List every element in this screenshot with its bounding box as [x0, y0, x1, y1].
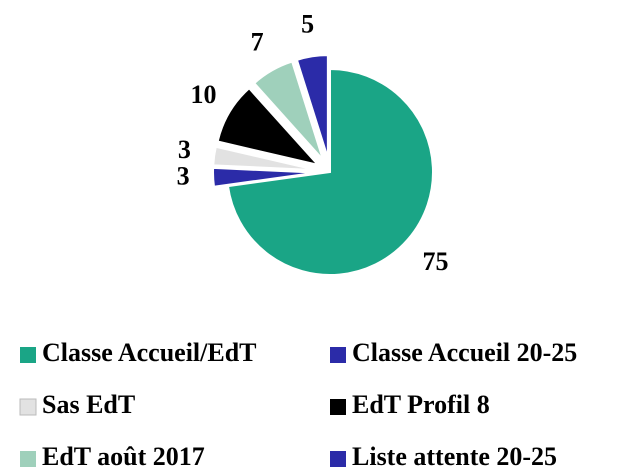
- legend-label: Sas EdT: [42, 390, 135, 419]
- legend-swatch: [20, 451, 36, 467]
- pie-slice: [212, 166, 317, 188]
- data-label: 3: [178, 135, 191, 164]
- legend-swatch: [330, 399, 346, 415]
- pie-slice: [252, 60, 325, 161]
- data-label: 10: [190, 80, 216, 109]
- pie-slice: [212, 145, 317, 172]
- data-label: 5: [301, 10, 314, 39]
- legend-label: Classe Accueil 20-25: [352, 338, 577, 367]
- data-label: 3: [177, 162, 190, 191]
- legend-swatch: [19, 398, 37, 416]
- data-label: 75: [423, 247, 449, 276]
- pie-slice: [226, 67, 434, 276]
- pie-slice: [295, 54, 329, 159]
- legend-label: Classe Accueil/EdT: [42, 338, 257, 367]
- legend-swatch: [20, 347, 36, 363]
- legend-swatch: [330, 347, 346, 363]
- pie-slice: [216, 86, 321, 167]
- legend-label: Liste attente 20-25: [352, 442, 557, 471]
- legend-label: EdT août 2017: [42, 442, 205, 471]
- legend-swatch: [330, 451, 346, 467]
- legend-label: EdT Profil 8: [352, 390, 490, 419]
- data-label: 7: [251, 27, 264, 56]
